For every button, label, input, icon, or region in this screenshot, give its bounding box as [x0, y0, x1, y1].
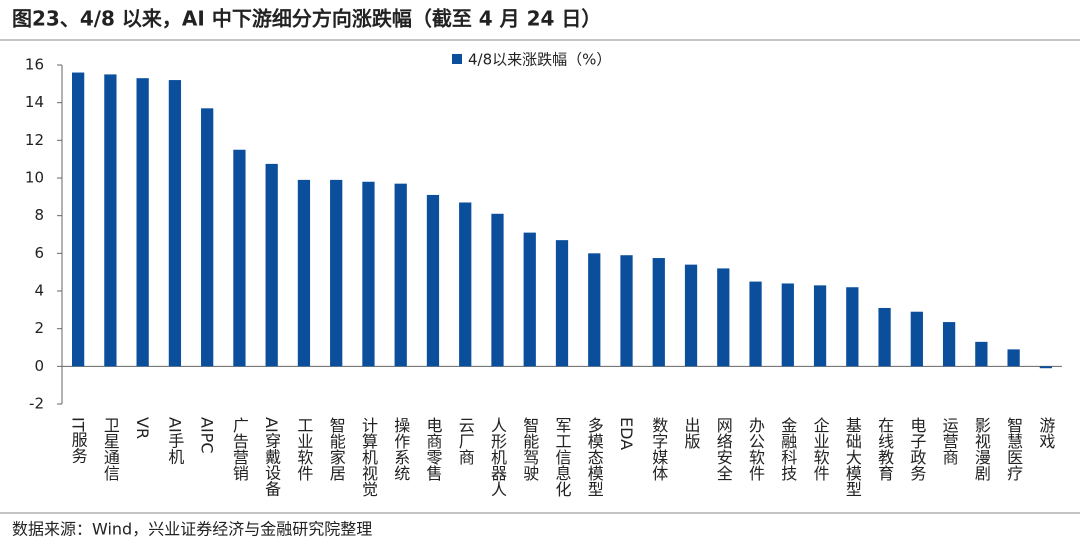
y-tick-label: 16: [25, 56, 44, 74]
x-tick-label: 出版: [682, 417, 701, 449]
y-tick-label: 6: [34, 244, 44, 262]
bar: [620, 255, 633, 367]
x-tick-label: 智能驾驶: [520, 417, 539, 482]
x-tick-label: 在线教育: [875, 417, 894, 482]
bar: [426, 194, 440, 367]
bar: [233, 149, 246, 367]
x-tick-label: 网络安全: [714, 417, 733, 481]
x-tick-label: IT服务: [69, 417, 88, 465]
legend-label: 4/8以来涨跌幅（%）: [468, 51, 611, 69]
x-tick-label: 工业软件: [294, 417, 313, 481]
bar: [1007, 349, 1020, 367]
bar: [910, 311, 923, 367]
bar: [362, 181, 375, 367]
chart-title: 图23、4/8 以来，AI 中下游细分方向涨跌幅（截至 4 月 24 日）: [12, 7, 601, 31]
y-tick-label: 2: [34, 319, 44, 337]
bar: [297, 179, 311, 367]
bar: [523, 232, 536, 367]
bar: [781, 283, 794, 367]
bar: [394, 183, 407, 367]
x-tick-label: 电子政务: [907, 417, 926, 482]
bar: [72, 72, 85, 367]
y-tick-label: -2: [29, 395, 44, 413]
bar: [652, 258, 665, 367]
x-tick-label: 企业软件: [811, 417, 830, 481]
bar: [555, 240, 569, 367]
x-tick-label: 游戏: [1036, 417, 1055, 450]
bar: [201, 108, 214, 367]
source-note: 数据来源：Wind，兴业证券经济与金融研究院整理: [12, 520, 372, 539]
x-tick-label: 计算机视觉: [359, 417, 378, 497]
x-tick-label: 智能家居: [327, 417, 346, 481]
bar: [878, 307, 891, 367]
x-tick-label: 广告营销: [230, 417, 249, 482]
bar: [265, 163, 278, 367]
x-tick-label: 军工信息化: [553, 417, 572, 497]
y-tick-label: 12: [25, 131, 44, 149]
bar: [588, 253, 601, 367]
y-tick-label: 4: [34, 282, 44, 300]
x-tick-label: 云厂商: [456, 417, 475, 465]
bar: [168, 80, 182, 367]
bar: [975, 341, 988, 367]
x-tick-label: 智慧医疗: [1004, 417, 1023, 482]
x-tick-label: 办公软件: [746, 417, 765, 481]
x-tick-label: 卫星通信: [101, 417, 120, 481]
bar: [684, 264, 698, 367]
y-tick-label: 8: [34, 206, 44, 224]
bar: [459, 202, 472, 367]
x-tick-label: 金融科技: [778, 417, 797, 482]
x-tick-label: AI穿戴设备: [262, 417, 281, 497]
bar: [1039, 366, 1052, 369]
x-tick-label: 影视漫剧: [972, 417, 991, 481]
bar: [491, 213, 504, 367]
bar: [813, 285, 827, 367]
bar: [846, 287, 859, 367]
x-tick-label: 操作系统: [391, 417, 410, 481]
bar: [717, 268, 730, 367]
x-tick-label: 多模态模型: [585, 417, 604, 497]
x-tick-label: AIPC: [198, 417, 217, 453]
bar: [942, 322, 956, 367]
x-tick-label: AI手机: [165, 417, 184, 466]
x-tick-label: EDA: [617, 417, 636, 450]
x-tick-label: 基础大模型: [843, 417, 862, 497]
x-tick-label: 人形机器人: [488, 417, 507, 497]
y-tick-label: 14: [25, 93, 44, 111]
x-tick-label: 电商零售: [423, 417, 442, 481]
bar: [104, 74, 117, 367]
x-tick-label: VR: [133, 417, 152, 439]
bar: [136, 78, 149, 367]
x-tick-label: 运营商: [940, 417, 959, 465]
y-tick-label: 0: [34, 357, 44, 375]
y-tick-label: 10: [25, 169, 44, 187]
bar: [749, 281, 762, 367]
x-tick-label: 数字媒体: [649, 417, 668, 481]
legend-swatch: [452, 54, 462, 64]
bar: [330, 179, 343, 367]
